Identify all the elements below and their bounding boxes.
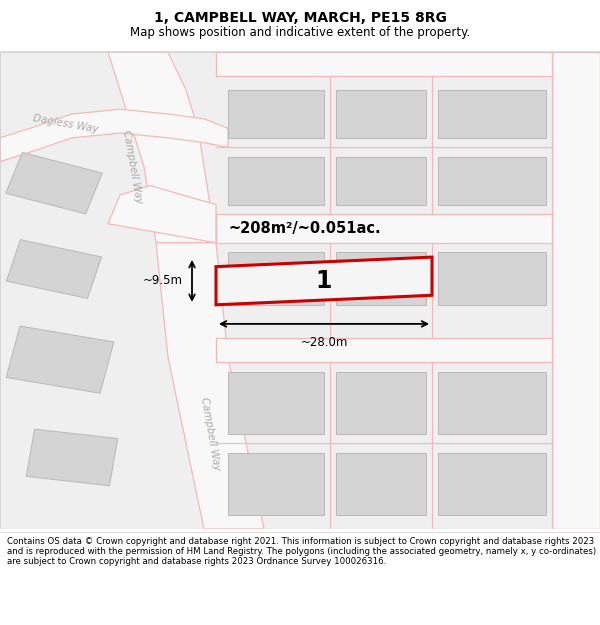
- Polygon shape: [438, 253, 546, 305]
- Text: 1, CAMPBELL WAY, MARCH, PE15 8RG: 1, CAMPBELL WAY, MARCH, PE15 8RG: [154, 11, 446, 26]
- Polygon shape: [336, 157, 426, 204]
- Polygon shape: [7, 239, 101, 298]
- Polygon shape: [438, 372, 546, 434]
- Polygon shape: [228, 253, 324, 305]
- Polygon shape: [336, 372, 426, 434]
- Polygon shape: [228, 452, 324, 515]
- Polygon shape: [108, 186, 216, 242]
- Polygon shape: [552, 52, 600, 529]
- Text: Dagless Way: Dagless Way: [32, 113, 100, 134]
- Polygon shape: [336, 90, 426, 138]
- Polygon shape: [228, 157, 324, 204]
- Polygon shape: [228, 372, 324, 434]
- Polygon shape: [108, 52, 216, 242]
- Polygon shape: [336, 253, 426, 305]
- Polygon shape: [438, 452, 546, 515]
- Text: ~9.5m: ~9.5m: [143, 274, 183, 288]
- Text: Campbell Way: Campbell Way: [199, 396, 221, 471]
- Polygon shape: [6, 326, 114, 393]
- Text: ~208m²/~0.051ac.: ~208m²/~0.051ac.: [228, 221, 380, 236]
- Polygon shape: [0, 109, 228, 162]
- Text: 1: 1: [316, 269, 332, 293]
- Polygon shape: [26, 429, 118, 486]
- Text: Campbell Way: Campbell Way: [121, 129, 143, 204]
- Polygon shape: [438, 90, 546, 138]
- Polygon shape: [156, 242, 264, 529]
- Text: ~28.0m: ~28.0m: [301, 336, 347, 349]
- Polygon shape: [216, 257, 432, 305]
- Text: Map shows position and indicative extent of the property.: Map shows position and indicative extent…: [130, 26, 470, 39]
- Polygon shape: [216, 52, 552, 76]
- Polygon shape: [216, 338, 552, 362]
- Polygon shape: [6, 152, 102, 214]
- Polygon shape: [336, 452, 426, 515]
- Polygon shape: [0, 52, 600, 529]
- Text: Contains OS data © Crown copyright and database right 2021. This information is : Contains OS data © Crown copyright and d…: [7, 537, 596, 566]
- Polygon shape: [228, 90, 324, 138]
- Polygon shape: [216, 214, 552, 243]
- Polygon shape: [438, 157, 546, 204]
